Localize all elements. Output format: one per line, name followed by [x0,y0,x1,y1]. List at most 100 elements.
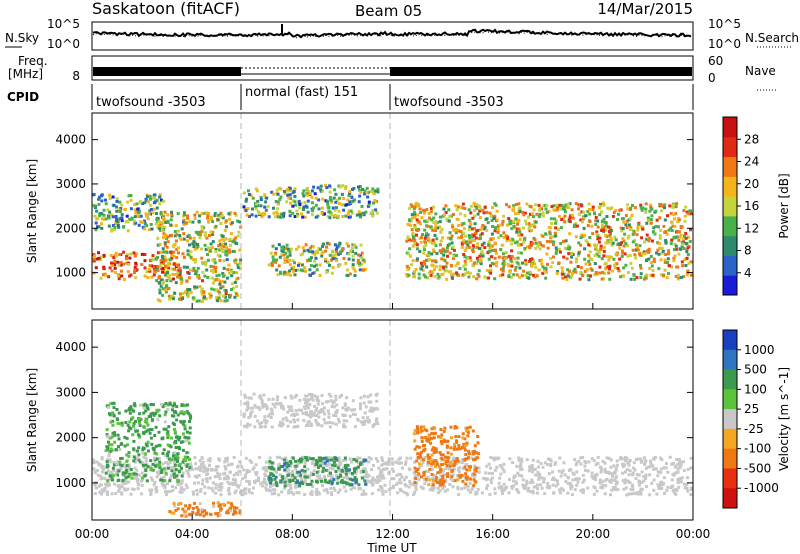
power-cell [672,256,676,260]
power-cell [206,214,210,218]
velocity-cell [345,482,349,486]
power-cell [285,200,289,204]
velocity-cell [149,412,153,416]
velocity-cell [412,483,416,487]
velocity-cell [451,473,455,477]
power-cell [471,227,474,231]
power-cell [176,275,180,279]
power-cell [442,253,446,257]
velocity-cell [298,470,302,474]
velocity-cell [410,482,414,486]
power-cell [677,218,681,222]
power-cell [104,198,107,202]
velocity-cell [208,457,212,461]
velocity-cell [126,487,130,491]
velocity-cell [268,489,272,493]
velocity-cell [677,478,681,482]
velocity-cell [286,424,290,428]
velocity-cell [463,465,467,469]
velocity-cell [98,490,102,494]
velocity-cell [343,464,347,468]
velocity-cell [149,428,153,431]
velocity-cell [383,467,387,471]
velocity-cell [137,483,141,487]
power-cell [599,203,603,206]
power-cell [362,213,366,217]
velocity-cell [476,487,480,491]
power-cell [614,252,618,256]
velocity-cell [173,463,177,467]
velocity-cell [292,425,296,429]
power-cell [151,265,155,269]
power-cell [314,203,318,207]
power-cell [192,266,196,270]
velocity-cell [596,461,600,465]
power-cell [529,258,532,261]
power-cell [489,237,493,241]
velocity-cell [422,458,426,462]
velocity-cell [133,427,137,431]
power-cell [143,219,146,223]
velocity-cell [536,470,540,474]
power-cell [605,255,609,259]
power-cell [557,203,561,207]
velocity-cell [112,468,116,472]
power-cell [118,217,122,221]
velocity-cell [456,468,460,472]
power-cell [311,209,314,213]
power-cell [577,251,581,255]
velocity-cell [631,466,635,470]
power-cell [315,268,319,272]
power-cell [193,213,197,217]
velocity-cell [192,492,195,496]
power-cell [679,247,682,251]
power-cell [308,273,312,277]
velocity-cell [400,475,404,479]
power-cell [352,267,356,271]
velocity-cell [267,414,271,418]
velocity-cell [155,457,159,461]
velocity-cell [461,458,465,462]
power-cell [222,266,226,270]
velocity-cell [464,443,468,447]
power-cell [646,250,650,254]
power-cell [232,271,236,275]
power-cell [224,292,228,296]
power-cell [133,271,136,274]
velocity-cell [672,491,676,494]
power-cell [276,202,280,206]
power-cell [330,271,334,275]
velocity-cell [664,462,668,465]
velocity-cell [190,468,194,471]
power-cell [373,199,377,202]
power-cell [602,201,605,205]
velocity-cell [321,402,324,406]
velocity-cell [135,456,139,460]
velocity-cell [280,490,284,494]
power-cell [184,290,187,294]
velocity-cell [435,462,439,466]
velocity-cell [374,406,378,410]
velocity-cell [281,465,285,468]
power-cell [158,195,162,199]
power-cell [211,269,215,273]
power-cell [443,213,446,217]
power-cell [490,219,494,222]
power-cell [549,265,553,269]
power-cell [161,282,165,286]
power-cell [156,226,160,229]
power-cell [115,197,119,201]
velocity-cell [244,491,248,495]
velocity-cell [315,474,319,478]
power-cell [481,224,485,227]
velocity-cell [186,439,190,443]
power-cell [454,231,458,235]
power-cell [363,189,367,193]
power-cell [515,227,519,231]
power-cell [231,282,234,286]
velocity-cell [145,404,149,407]
power-cell [421,208,425,212]
power-cell [335,245,339,249]
power-cell [231,240,235,244]
velocity-cell [210,467,214,471]
